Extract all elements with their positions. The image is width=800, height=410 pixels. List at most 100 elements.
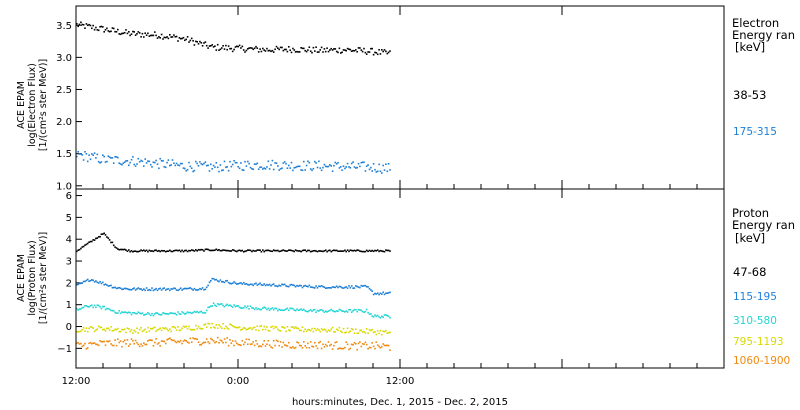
proton-point bbox=[335, 341, 338, 343]
proton-point bbox=[200, 248, 203, 251]
proton-point bbox=[112, 310, 115, 312]
proton-point bbox=[316, 309, 319, 312]
electron-point bbox=[323, 48, 326, 50]
proton-point bbox=[252, 307, 254, 309]
proton-point bbox=[345, 310, 347, 312]
proton-point bbox=[249, 249, 252, 252]
proton-point bbox=[314, 249, 316, 252]
electron-point bbox=[242, 49, 245, 51]
proton-point bbox=[145, 313, 148, 315]
electron-point bbox=[149, 34, 152, 37]
proton-point bbox=[294, 326, 297, 328]
electron-point bbox=[294, 51, 297, 53]
proton-point bbox=[237, 305, 239, 307]
electron-point bbox=[333, 48, 335, 50]
electron-point bbox=[387, 163, 390, 165]
proton-point bbox=[226, 279, 228, 282]
electron-point bbox=[100, 25, 103, 28]
proton-point bbox=[82, 306, 85, 309]
proton-point bbox=[216, 280, 219, 282]
electron-point bbox=[204, 161, 207, 163]
proton-point bbox=[123, 287, 126, 290]
proton-point bbox=[341, 347, 343, 350]
proton-point bbox=[283, 344, 286, 346]
proton-point bbox=[323, 286, 326, 288]
proton-point bbox=[337, 286, 339, 289]
proton-point bbox=[144, 289, 146, 292]
electron-point bbox=[308, 46, 311, 48]
proton-point bbox=[357, 342, 360, 345]
proton-point bbox=[144, 328, 146, 331]
proton-point bbox=[371, 249, 373, 252]
proton-point bbox=[174, 340, 177, 343]
electron-point bbox=[238, 44, 241, 47]
electron-point bbox=[86, 160, 89, 163]
proton-point bbox=[200, 310, 203, 313]
electron-point bbox=[158, 36, 160, 38]
proton-point bbox=[226, 303, 228, 306]
electron-point bbox=[357, 47, 360, 49]
proton-point bbox=[212, 249, 215, 252]
electron-point bbox=[179, 37, 182, 40]
proton-point bbox=[334, 249, 337, 252]
electron-point bbox=[318, 160, 320, 163]
proton-point bbox=[361, 331, 364, 333]
proton-point bbox=[88, 280, 90, 282]
proton-point bbox=[338, 326, 341, 329]
proton-ylabel-line1: ACE EPAM bbox=[16, 254, 27, 302]
electron-point bbox=[349, 48, 352, 51]
proton-point bbox=[301, 347, 304, 349]
proton-point bbox=[326, 250, 328, 253]
proton-point bbox=[190, 312, 193, 315]
electron-point bbox=[159, 157, 161, 160]
proton-point bbox=[119, 312, 122, 315]
proton-point bbox=[378, 332, 380, 335]
electron-point bbox=[361, 50, 364, 53]
proton-point bbox=[344, 249, 346, 252]
proton-point bbox=[248, 327, 250, 330]
proton-point bbox=[383, 314, 386, 316]
proton-point bbox=[378, 293, 380, 296]
electron-point bbox=[367, 164, 369, 166]
proton-point bbox=[190, 329, 193, 331]
proton-point bbox=[386, 332, 389, 334]
proton-point bbox=[155, 330, 157, 333]
proton-point bbox=[125, 311, 127, 314]
proton-point bbox=[155, 287, 157, 290]
proton-point bbox=[226, 249, 228, 252]
proton-point bbox=[155, 338, 157, 340]
electron-point bbox=[341, 169, 343, 171]
time-tick-label: 12:00 bbox=[386, 376, 415, 387]
proton-point bbox=[281, 309, 283, 311]
electron-point bbox=[151, 34, 153, 37]
electron-point bbox=[184, 39, 186, 42]
electron-point bbox=[99, 162, 101, 164]
proton-point bbox=[272, 339, 275, 342]
proton-point bbox=[359, 250, 361, 252]
proton-point bbox=[226, 327, 228, 329]
proton-point bbox=[263, 250, 265, 253]
proton-point bbox=[82, 327, 85, 329]
electron-point bbox=[229, 47, 231, 50]
proton-point bbox=[353, 342, 356, 344]
proton-point bbox=[260, 284, 263, 286]
proton-point bbox=[340, 347, 342, 350]
proton-point bbox=[133, 329, 135, 332]
electron-point bbox=[119, 163, 122, 165]
electron-point bbox=[85, 153, 88, 155]
proton-point bbox=[110, 241, 112, 244]
proton-point bbox=[115, 287, 118, 290]
proton-point bbox=[382, 291, 384, 294]
proton-point bbox=[117, 248, 119, 250]
proton-point bbox=[308, 284, 311, 287]
proton-point bbox=[122, 329, 125, 331]
electron-point bbox=[196, 41, 198, 43]
electron-point bbox=[227, 45, 230, 47]
proton-point bbox=[275, 307, 278, 310]
proton-point bbox=[136, 327, 138, 330]
proton-point bbox=[241, 339, 244, 342]
electron-point bbox=[282, 49, 285, 52]
electron-point bbox=[102, 154, 104, 156]
proton-point bbox=[259, 345, 261, 347]
electron-ylabel-line1: ACE EPAM bbox=[16, 81, 27, 129]
